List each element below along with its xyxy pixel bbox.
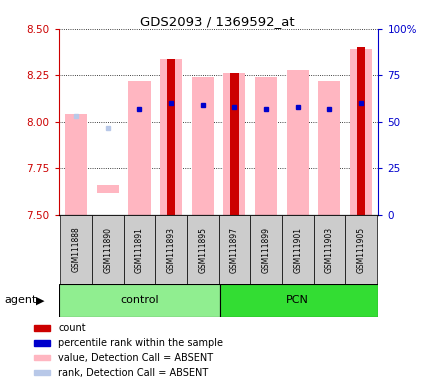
Text: GSM111899: GSM111899 — [261, 227, 270, 273]
Bar — [313, 215, 345, 284]
Bar — [318, 81, 340, 215]
Text: GSM111888: GSM111888 — [72, 227, 80, 273]
Bar — [191, 77, 214, 215]
Bar — [34, 340, 50, 346]
Bar — [92, 215, 123, 284]
Text: control: control — [120, 295, 158, 306]
Bar — [250, 215, 281, 284]
Bar — [96, 185, 118, 193]
Text: GSM111905: GSM111905 — [356, 227, 365, 273]
Text: ▶: ▶ — [36, 295, 44, 306]
Text: GSM111890: GSM111890 — [103, 227, 112, 273]
Text: rank, Detection Call = ABSENT: rank, Detection Call = ABSENT — [58, 368, 208, 378]
Bar — [356, 47, 365, 215]
Bar — [187, 215, 218, 284]
Bar — [34, 370, 50, 375]
Text: GSM111891: GSM111891 — [135, 227, 144, 273]
Text: agent: agent — [4, 295, 36, 306]
Text: GSM111897: GSM111897 — [230, 227, 238, 273]
Text: value, Detection Call = ABSENT: value, Detection Call = ABSENT — [58, 353, 213, 363]
Bar — [167, 59, 175, 215]
Bar — [34, 355, 50, 361]
Text: PCN: PCN — [286, 295, 309, 306]
Bar — [59, 284, 220, 317]
Bar — [286, 70, 308, 215]
Bar — [220, 284, 378, 317]
Bar — [281, 215, 313, 284]
Bar — [218, 215, 250, 284]
Bar — [349, 49, 371, 215]
Bar — [60, 215, 92, 284]
Bar — [155, 215, 187, 284]
Bar — [230, 73, 238, 215]
Text: GSM111903: GSM111903 — [324, 227, 333, 273]
Text: percentile rank within the sample: percentile rank within the sample — [58, 338, 223, 348]
Bar — [223, 73, 245, 215]
Bar — [123, 215, 155, 284]
Bar — [254, 77, 276, 215]
Bar — [128, 81, 150, 215]
Bar — [345, 215, 376, 284]
Text: GSM111893: GSM111893 — [166, 227, 175, 273]
Text: GSM111895: GSM111895 — [198, 227, 207, 273]
Bar — [160, 59, 182, 215]
Bar — [65, 114, 87, 215]
Text: GSM111901: GSM111901 — [293, 227, 302, 273]
Text: GDS2093 / 1369592_at: GDS2093 / 1369592_at — [140, 15, 294, 28]
Bar — [34, 326, 50, 331]
Text: count: count — [58, 323, 85, 333]
